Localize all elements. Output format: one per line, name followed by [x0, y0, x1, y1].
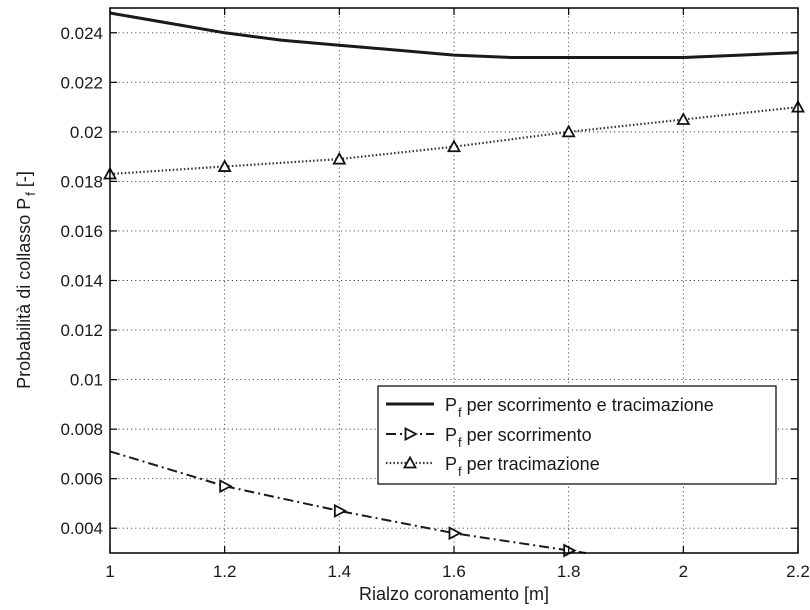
legend-box — [377, 385, 777, 485]
y-tick-label: 0.006 — [60, 470, 103, 489]
y-tick-label: 0.01 — [70, 371, 103, 390]
series-3-marker — [217, 159, 232, 172]
x-tick-label: 2 — [679, 562, 688, 581]
legend-entry-2-rest: per scorrimento — [462, 425, 592, 445]
y-tick-label: 0.008 — [60, 420, 103, 439]
x-tick-label: 1.2 — [213, 562, 237, 581]
y-axis-title-main: Probabilità di collasso P — [14, 198, 34, 389]
series-2-marker — [219, 479, 233, 494]
y-axis-title: Probabilità di collasso P f [-] — [14, 171, 38, 389]
x-tick-labels: 1 1.2 1.4 1.6 1.8 2 2.2 — [105, 562, 810, 581]
series-3-marker — [676, 112, 691, 125]
legend-entry-1-sub: f — [458, 405, 462, 420]
legend-entry-1-rest: per scorrimento e tracimazione — [462, 395, 714, 415]
y-tick-label: 0.018 — [60, 172, 103, 191]
y-axis-title-sub: f — [23, 192, 38, 196]
legend-entry-3-rest: per tracimazione — [462, 454, 600, 474]
y-tick-label: 0.02 — [70, 123, 103, 142]
x-tick-label: 1 — [105, 562, 114, 581]
x-tick-label: 1.4 — [328, 562, 352, 581]
series-2-marker — [448, 526, 462, 541]
legend-entry-1-main: P — [445, 395, 457, 415]
legend-entry-3-main: P — [445, 454, 457, 474]
legend-entry-2: Pf per scorrimento — [445, 425, 592, 450]
y-axis-title-unit: [-] — [14, 171, 34, 192]
series-line-1 — [109, 11, 799, 59]
legend-entry-3-sub: f — [458, 464, 462, 479]
legend-entry-2-main: P — [445, 425, 457, 445]
legend-entry-1: Pf per scorrimento e tracimazione — [445, 395, 714, 420]
legend-entry-2-sub: f — [458, 435, 462, 450]
series-3-marker — [332, 151, 347, 165]
y-tick-label: 0.022 — [60, 73, 103, 92]
tick-marks — [109, 8, 799, 553]
series-layer — [102, 11, 806, 558]
y-tick-label: 0.016 — [60, 222, 103, 241]
x-axis-title: Rialzo coronamento [m] — [359, 584, 549, 604]
y-tick-label: 0.014 — [60, 272, 103, 291]
legend-samples — [386, 402, 434, 469]
legend-entry-3: Pf per tracimazione — [445, 454, 600, 479]
x-tick-label: 1.8 — [557, 562, 581, 581]
legend: Pf per scorrimento e tracimazione Pf per… — [377, 385, 777, 485]
legend-sample-marker-3 — [402, 455, 418, 469]
series-2-marker — [333, 503, 348, 518]
x-tick-label: 2.2 — [786, 562, 810, 581]
x-tick-label: 1.6 — [442, 562, 466, 581]
legend-sample-marker-2 — [404, 427, 418, 441]
series-3-marker — [446, 139, 462, 153]
y-tick-label: 0.012 — [60, 321, 103, 340]
y-tick-label: 0.004 — [60, 519, 103, 538]
series-3-marker — [561, 124, 576, 138]
y-tick-labels: 0.004 0.006 0.008 0.01 0.012 0.014 0.016 0.018 0… — [60, 24, 103, 538]
y-tick-label: 0.024 — [60, 24, 103, 43]
series-line-2 — [109, 450, 587, 554]
